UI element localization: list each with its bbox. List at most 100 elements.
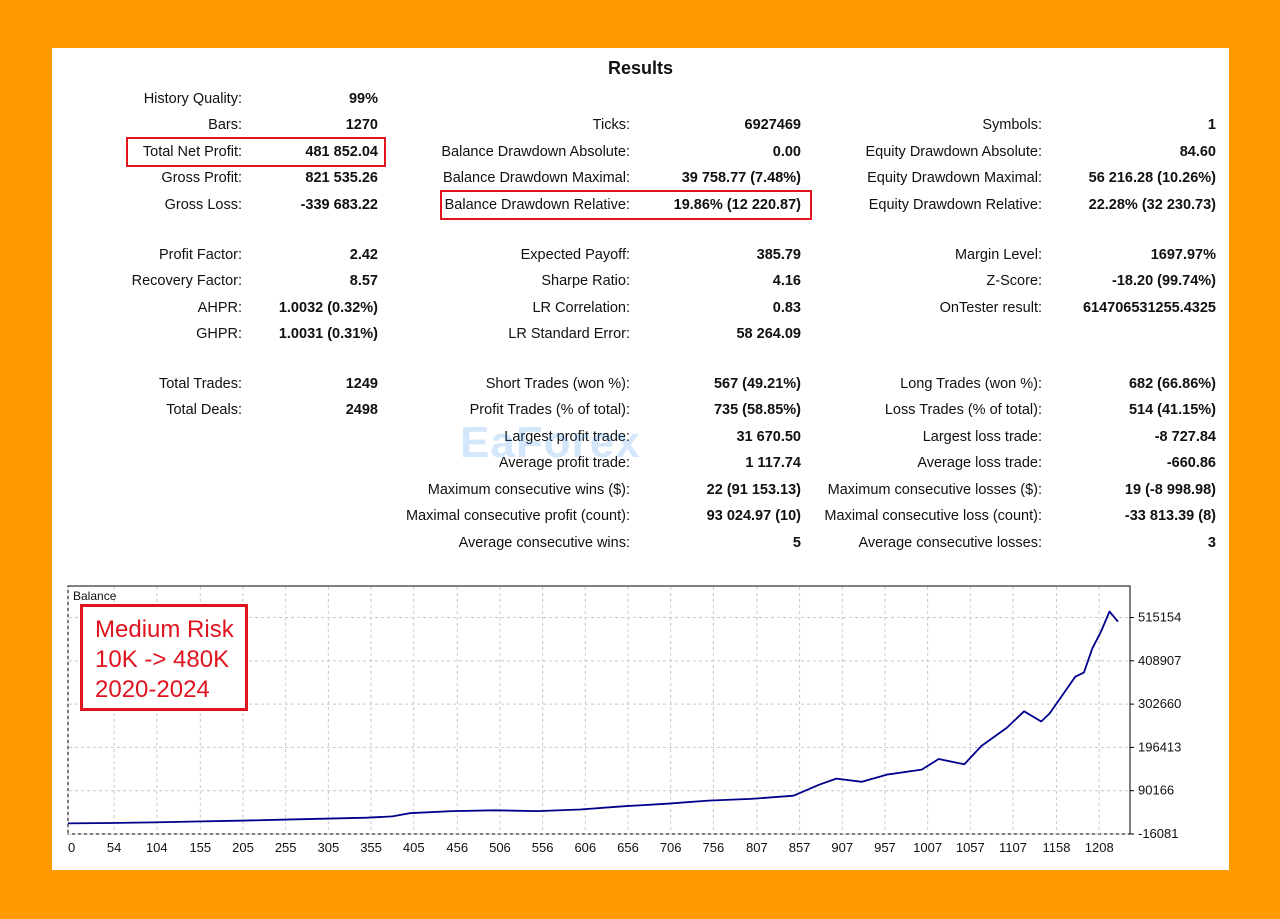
stat-row: Expected Payoff: 385.79 [52,242,1229,268]
x-tick-label: 104 [146,840,168,855]
stat-value: 31 670.50 [736,429,801,445]
x-tick-label: 706 [660,840,682,855]
stat-value: 682 (66.86%) [1128,376,1216,392]
stat-value: 5 [792,535,801,551]
x-tick-label: 205 [232,840,254,855]
stat-row: Total Deals: 2498 [52,397,1229,423]
stat-row: Ticks: 6927469 [52,112,1229,138]
annotation-line-2: 10K -> 480K [95,646,230,673]
stat-value: 1.0031 (0.31%) [278,326,378,342]
stat-value: -33 813.39 (8) [1124,508,1216,524]
stat-label: Balance Drawdown Absolute: [441,144,630,160]
stat-label: Long Trades (won %): [900,376,1042,392]
stat-value: 19 (-8 998.98) [1124,482,1216,498]
stat-row: GHPR: 1.0031 (0.31%) [52,321,1229,347]
stat-label: Gross Loss: [164,197,242,213]
stat-value: 2498 [345,402,378,418]
stat-value: 1 117.74 [745,455,801,471]
x-tick-label: 355 [360,840,382,855]
stat-value: 614706531255.4325 [1082,300,1216,316]
stat-label: Margin Level: [954,247,1042,263]
stat-label: Average consecutive losses: [858,535,1042,551]
stat-row: Profit Trades (% of total): 735 (58.85%) [52,397,1229,423]
stat-row: Loss Trades (% of total): 514 (41.15%) [52,397,1229,423]
stat-row: Largest profit trade: 31 670.50 [52,424,1229,450]
x-tick-label: 1007 [913,840,942,855]
x-tick-label: 1158 [1043,840,1071,855]
stat-label: Average profit trade: [498,455,630,471]
stat-row: AHPR: 1.0032 (0.32%) [52,295,1229,321]
stat-label: Expected Payoff: [520,247,630,263]
y-tick-label: 302660 [1138,696,1181,711]
stat-row: Balance Drawdown Absolute: 0.00 [52,139,1229,165]
stat-label: Profit Factor: [159,247,242,263]
x-tick-label: 405 [403,840,425,855]
stat-label: Total Net Profit: [142,144,242,160]
stat-label: Average consecutive wins: [458,535,630,551]
stat-row: Profit Factor: 2.42 [52,242,1229,268]
stat-label: Bars: [208,117,242,133]
stat-label: Largest loss trade: [922,429,1042,445]
stat-row: Margin Level: 1697.97% [52,242,1229,268]
stat-label: Balance Drawdown Maximal: [443,170,630,186]
x-tick-label: 957 [874,840,896,855]
stat-value: 1697.97% [1150,247,1216,263]
y-tick-label: 196413 [1138,739,1181,754]
stat-label: Symbols: [982,117,1042,133]
stat-row: Average profit trade: 1 117.74 [52,450,1229,476]
stat-row: Short Trades (won %): 567 (49.21%) [52,371,1229,397]
stat-label: Short Trades (won %): [485,376,630,392]
stat-label: Z-Score: [986,273,1042,289]
stat-row: LR Standard Error: 58 264.09 [52,321,1229,347]
stat-row: Average consecutive wins: 5 [52,530,1229,556]
annotation-line-1: Medium Risk [95,616,234,643]
stat-value: 1270 [345,117,378,133]
stat-row: Recovery Factor: 8.57 [52,268,1229,294]
x-tick-label: 656 [617,840,639,855]
stat-label: AHPR: [197,300,242,316]
stat-row: Balance Drawdown Relative: 19.86% (12 220… [52,192,1229,218]
stat-label: Loss Trades (% of total): [884,402,1042,418]
stat-value: 3 [1207,535,1216,551]
stat-label: Equity Drawdown Absolute: [865,144,1042,160]
highlight-box [440,190,812,220]
x-tick-label: 807 [746,840,768,855]
stat-row: Gross Profit: 821 535.26 [52,165,1229,191]
stat-label: Maximal consecutive loss (count): [824,508,1042,524]
stat-label: Ticks: [592,117,630,133]
stat-label: GHPR: [196,326,242,342]
stat-value: 481 852.04 [305,144,378,160]
stat-value: 84.60 [1179,144,1216,160]
x-tick-label: 857 [789,840,811,855]
stat-label: Largest profit trade: [504,429,630,445]
stat-row: Maximal consecutive profit (count): 93 02… [52,503,1229,529]
stat-label: LR Correlation: [532,300,630,316]
stat-value: 385.79 [756,247,801,263]
stat-label: History Quality: [143,91,242,107]
stat-value: 6927469 [744,117,801,133]
stat-value: 567 (49.21%) [713,376,801,392]
stat-value: -8 727.84 [1154,429,1216,445]
stat-row: Largest loss trade: -8 727.84 [52,424,1229,450]
stat-row: Total Net Profit: 481 852.04 [52,139,1229,165]
stat-value: -339 683.22 [300,197,378,213]
stat-value: 22 (91 153.13) [706,482,801,498]
x-tick-label: 155 [189,840,211,855]
stat-value: 99% [348,91,378,107]
stat-row: Maximum consecutive wins ($): 22 (91 153.… [52,477,1229,503]
x-tick-label: 456 [446,840,468,855]
stat-value: 821 535.26 [305,170,378,186]
stat-label: Recovery Factor: [131,273,242,289]
stat-row: Average loss trade: -660.86 [52,450,1229,476]
stat-value: 56 216.28 (10.26%) [1088,170,1216,186]
stat-value: 2.42 [349,247,378,263]
stat-row: History Quality: 99% [52,86,1229,112]
stat-row: Sharpe Ratio: 4.16 [52,268,1229,294]
x-tick-label: 305 [318,840,340,855]
annotation-line-3: 2020-2024 [95,676,210,703]
stat-value: 4.16 [772,273,801,289]
stat-row: Bars: 1270 [52,112,1229,138]
stat-row: LR Correlation: 0.83 [52,295,1229,321]
x-tick-label: 255 [275,840,297,855]
stat-label: Maximum consecutive wins ($): [427,482,630,498]
